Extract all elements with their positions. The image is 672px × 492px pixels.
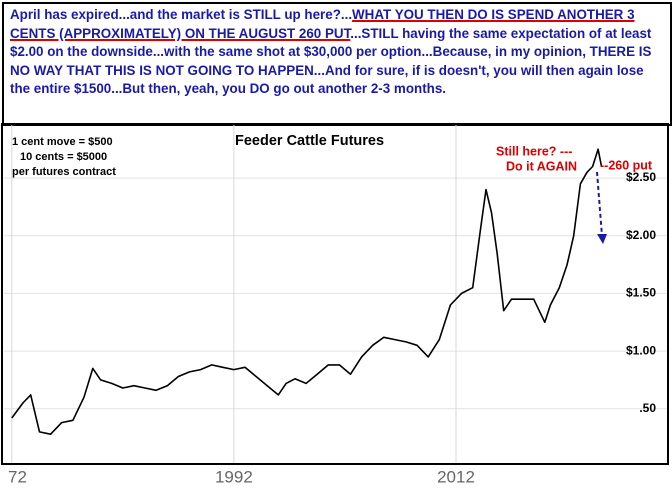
comment-text: ...STILL having the same expectation of …	[10, 25, 652, 97]
annotation: Still here? ---	[496, 144, 572, 158]
y-tick-label: $1.50	[626, 286, 656, 300]
y-tick-label: $2.00	[626, 228, 656, 242]
x-tick-label: 1992	[215, 467, 253, 486]
x-tick-label: 72	[8, 467, 27, 486]
arrow-head	[597, 234, 607, 244]
price-line	[11, 148, 603, 435]
comment-text: April has expired...and the market is ST…	[10, 7, 353, 22]
annotation: 10 cents = $5000	[20, 151, 107, 163]
chart-frame	[1, 123, 669, 465]
annotation: 1 cent move = $500	[12, 136, 113, 148]
annotation: --260 put	[600, 158, 653, 172]
chart-title: Feeder Cattle Futures	[235, 133, 384, 149]
x-tick-label: 2012	[437, 467, 475, 486]
y-tick-label: .50	[639, 401, 656, 415]
y-tick-label: $2.50	[626, 170, 656, 184]
commentary: April has expired...and the market is ST…	[2, 2, 672, 126]
annotation: Do it AGAIN	[506, 159, 577, 173]
y-tick-label: $1.00	[626, 343, 656, 357]
annotation: per futures contract	[12, 166, 116, 178]
arrow-shaft	[596, 171, 603, 237]
comment-emphasis: WHAT YOU THEN DO IS SPEND ANOTHER 3 CENT…	[10, 7, 635, 41]
grid	[4, 125, 667, 463]
